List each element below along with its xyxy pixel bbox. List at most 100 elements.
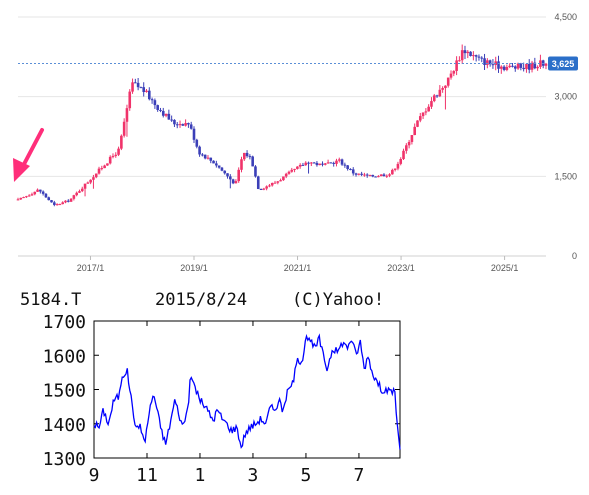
candle-body bbox=[544, 63, 548, 66]
candle-body bbox=[22, 197, 25, 199]
candle-body bbox=[189, 124, 193, 129]
candle-body bbox=[203, 154, 207, 159]
candle-body bbox=[248, 156, 252, 158]
candle-body bbox=[469, 51, 472, 57]
candle-body bbox=[449, 73, 453, 78]
candle-body bbox=[427, 106, 430, 112]
candle-body bbox=[111, 155, 115, 157]
candle-body bbox=[215, 163, 218, 166]
candle-body bbox=[217, 165, 221, 168]
candle-body bbox=[290, 169, 294, 172]
candle-body bbox=[360, 173, 363, 175]
candle-body bbox=[351, 169, 355, 174]
candle-body bbox=[368, 174, 372, 176]
x-tick-label: 5 bbox=[301, 465, 312, 486]
candle-body bbox=[145, 90, 148, 93]
chart-title-date: 2015/8/24 bbox=[155, 290, 247, 310]
candle-body bbox=[301, 164, 305, 166]
candle-body bbox=[432, 95, 436, 102]
candle-body bbox=[284, 173, 288, 177]
y-tick-label: 1400 bbox=[43, 415, 86, 436]
candle-body bbox=[357, 173, 361, 175]
x-tick-label: 2023/1 bbox=[387, 263, 415, 273]
candle-body bbox=[16, 199, 20, 201]
candle-body bbox=[312, 162, 316, 164]
candle-body bbox=[315, 162, 319, 166]
candle-body bbox=[463, 50, 467, 54]
y-tick-label: 1500 bbox=[43, 381, 86, 402]
chart-title-copyright: (C)Yahoo! bbox=[292, 290, 384, 310]
candle-body bbox=[256, 176, 260, 190]
candle-body bbox=[139, 87, 143, 89]
candle-body bbox=[513, 66, 517, 69]
candle-body bbox=[530, 62, 534, 70]
candle-body bbox=[407, 141, 411, 146]
candle-body bbox=[418, 116, 422, 121]
candle-body bbox=[153, 100, 157, 106]
candle-body bbox=[516, 63, 520, 69]
candle-body bbox=[19, 197, 23, 200]
candle-body bbox=[150, 99, 154, 101]
x-tick-label: 2017/1 bbox=[77, 263, 105, 273]
candle-body bbox=[371, 174, 375, 177]
candle-body bbox=[50, 200, 53, 203]
candle-body bbox=[318, 163, 322, 166]
y-tick-label: 0 bbox=[572, 251, 577, 261]
candle-body bbox=[156, 105, 159, 110]
y-tick-label: 1300 bbox=[43, 449, 86, 470]
candle-body bbox=[410, 135, 414, 142]
candle-body bbox=[223, 170, 227, 174]
stock-line-chart: 5184.T 2015/8/24 (C)Yahoo! 1700 1600 1500 1400… bbox=[0, 284, 589, 490]
candle-body bbox=[430, 101, 433, 107]
candle-body bbox=[39, 189, 42, 192]
candle-body bbox=[47, 197, 51, 201]
candle-body bbox=[385, 175, 389, 177]
candle-body bbox=[103, 165, 106, 169]
candle-body bbox=[36, 189, 39, 192]
candle-body bbox=[100, 168, 104, 170]
candle-body bbox=[187, 123, 190, 125]
candle-body bbox=[58, 204, 62, 206]
candle-body bbox=[201, 154, 204, 156]
candle-body bbox=[519, 63, 523, 68]
candle-body bbox=[365, 174, 369, 176]
candle-body bbox=[396, 163, 400, 169]
candle-body bbox=[75, 192, 78, 196]
candle-body bbox=[304, 162, 308, 166]
candle-body bbox=[69, 198, 73, 202]
candle-body bbox=[170, 119, 173, 121]
candle-body bbox=[265, 186, 268, 189]
candle-body bbox=[421, 112, 425, 117]
x-tick-label: 9 bbox=[89, 465, 100, 486]
candle-body bbox=[522, 67, 525, 70]
candle-body bbox=[167, 113, 171, 120]
candle-body bbox=[379, 174, 383, 177]
candle-body bbox=[508, 65, 511, 68]
candle-body bbox=[296, 166, 299, 169]
x-tick-label: 2019/1 bbox=[180, 263, 208, 273]
candle-body bbox=[525, 63, 528, 70]
candle-body bbox=[279, 180, 282, 182]
plot-frame bbox=[93, 320, 401, 459]
price-series-line bbox=[93, 333, 401, 450]
candle-body bbox=[413, 126, 416, 136]
candle-body bbox=[108, 156, 112, 164]
candle-body bbox=[114, 154, 118, 156]
candle-body bbox=[491, 64, 495, 66]
x-tick-label: 2021/1 bbox=[284, 263, 312, 273]
candle-body bbox=[178, 124, 182, 126]
x-tick-label: 2025/1 bbox=[491, 263, 519, 273]
candle-body bbox=[438, 89, 442, 97]
candle-body bbox=[363, 174, 366, 176]
candle-body bbox=[80, 188, 84, 192]
candle-body bbox=[382, 174, 386, 177]
candle-body bbox=[259, 189, 263, 191]
candle-body bbox=[337, 159, 341, 161]
candle-body bbox=[120, 135, 123, 149]
candle-body bbox=[340, 159, 344, 165]
candle-body bbox=[164, 113, 168, 116]
candle-body bbox=[106, 163, 109, 166]
candle-body bbox=[30, 194, 34, 196]
candle-body bbox=[474, 55, 478, 57]
candle-body bbox=[220, 167, 224, 171]
